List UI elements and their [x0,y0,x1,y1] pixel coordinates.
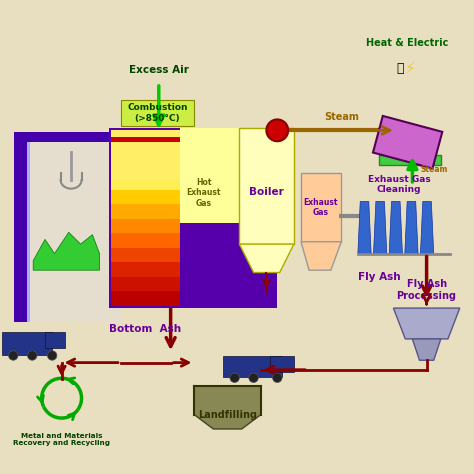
Text: Heat & Electric: Heat & Electric [366,37,449,48]
Text: Fly Ash
Processing: Fly Ash Processing [397,279,456,301]
Polygon shape [393,308,460,339]
Polygon shape [301,242,341,270]
FancyBboxPatch shape [111,231,180,248]
FancyBboxPatch shape [27,142,30,322]
Polygon shape [194,386,261,429]
Text: Landfilling: Landfilling [198,410,257,420]
FancyBboxPatch shape [111,130,180,180]
Circle shape [27,351,37,360]
FancyBboxPatch shape [111,188,180,204]
Polygon shape [374,201,387,254]
FancyBboxPatch shape [27,141,122,322]
FancyBboxPatch shape [111,246,180,262]
Polygon shape [389,201,402,254]
FancyBboxPatch shape [111,275,180,291]
Text: Hot
Exhaust
Gas: Hot Exhaust Gas [187,178,221,208]
Text: Steam: Steam [421,165,448,174]
Polygon shape [412,339,441,360]
Circle shape [47,351,57,360]
FancyBboxPatch shape [2,332,52,355]
FancyBboxPatch shape [223,356,282,377]
Text: Boiler: Boiler [249,187,284,197]
FancyBboxPatch shape [301,173,341,242]
Polygon shape [405,201,418,254]
Polygon shape [33,232,100,270]
FancyBboxPatch shape [239,128,294,244]
Text: Exhaust Gas
Cleaning: Exhaust Gas Cleaning [368,175,430,194]
FancyBboxPatch shape [111,202,180,219]
Text: Steam: Steam [324,112,359,122]
Text: Fly Ash: Fly Ash [358,272,401,283]
FancyBboxPatch shape [379,155,441,165]
Polygon shape [358,201,371,254]
FancyBboxPatch shape [45,332,65,348]
FancyBboxPatch shape [111,137,180,142]
Circle shape [273,373,282,383]
FancyBboxPatch shape [111,217,180,233]
Text: Bottom  Ash: Bottom Ash [109,324,181,335]
Polygon shape [373,116,442,168]
Circle shape [249,373,258,383]
FancyBboxPatch shape [270,356,294,372]
FancyBboxPatch shape [109,128,277,308]
Text: Excess Air: Excess Air [129,65,189,75]
FancyBboxPatch shape [180,128,246,223]
FancyBboxPatch shape [111,260,180,277]
Text: ⚡: ⚡ [405,61,415,76]
Text: Exhaust
Gas: Exhaust Gas [304,198,338,217]
Text: 🔥: 🔥 [397,62,404,75]
Circle shape [9,351,18,360]
FancyBboxPatch shape [14,132,118,142]
Text: Metal and Materials
Recovery and Recycling: Metal and Materials Recovery and Recycli… [13,433,110,447]
Polygon shape [239,244,294,273]
FancyBboxPatch shape [121,100,194,126]
Polygon shape [420,201,434,254]
Circle shape [230,373,239,383]
FancyBboxPatch shape [111,173,180,190]
Text: Combustion
(>850°C): Combustion (>850°C) [127,103,188,122]
FancyBboxPatch shape [26,134,118,142]
Circle shape [266,119,288,141]
FancyBboxPatch shape [14,142,27,322]
FancyBboxPatch shape [111,289,180,306]
